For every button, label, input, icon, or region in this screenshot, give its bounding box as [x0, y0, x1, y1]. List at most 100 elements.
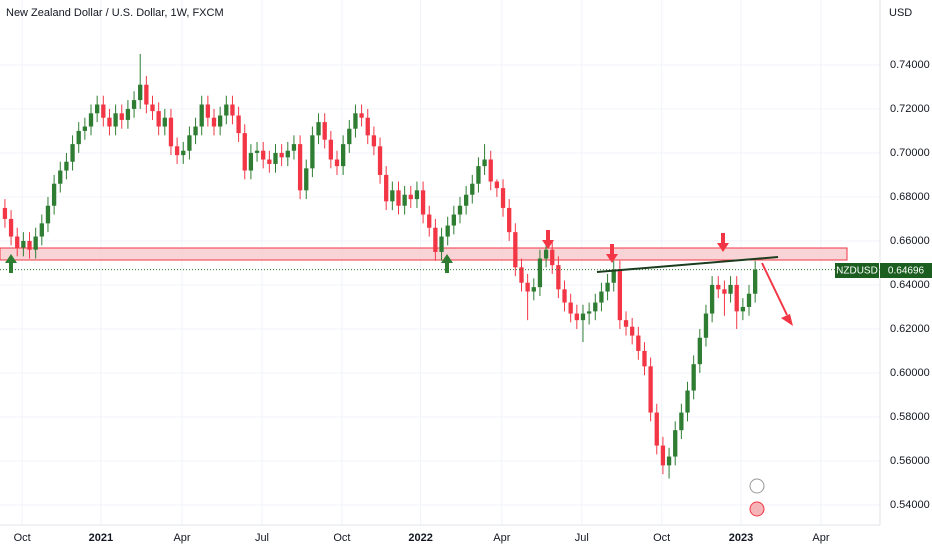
candle-body: [648, 366, 653, 413]
candle-body: [427, 214, 432, 228]
event-icons: [749, 478, 765, 517]
candle-body: [64, 161, 69, 171]
candles: [0, 53, 880, 479]
candle-body: [574, 313, 579, 321]
candle-body: [51, 183, 57, 206]
up-arrow: [441, 254, 453, 273]
candle-body: [199, 104, 204, 127]
candle-body: [162, 117, 167, 127]
candle-body: [556, 265, 561, 290]
candle-body: [722, 289, 727, 294]
projection-head: [781, 314, 793, 326]
candle-body: [550, 249, 555, 266]
y-tick-label: 0.60000: [890, 367, 930, 379]
candle-body: [101, 104, 106, 118]
candle-body: [267, 159, 272, 164]
candle-body: [716, 284, 721, 290]
event-icon: [749, 501, 765, 517]
candle-body: [531, 287, 536, 292]
event-icon: [749, 478, 765, 494]
candle-body: [15, 236, 20, 248]
candle-body: [107, 117, 112, 127]
candle-body: [242, 133, 247, 171]
candle-body: [753, 269, 758, 294]
candle-body: [673, 430, 678, 457]
candle-body: [420, 190, 426, 215]
x-tick-label: Apr: [812, 532, 829, 544]
down-arrow: [717, 233, 729, 252]
candle-body: [617, 269, 623, 321]
candle-body: [463, 194, 469, 206]
candle-body: [261, 150, 266, 160]
candle-body: [500, 188, 506, 208]
candle-body: [218, 115, 223, 127]
y-tick-label: 0.62000: [890, 323, 930, 335]
candle-body: [297, 144, 303, 191]
candle-body: [119, 113, 124, 120]
candle-body: [322, 122, 327, 140]
y-axis-label: USD: [889, 7, 912, 19]
candle-body: [45, 205, 51, 224]
ticks: 0.54000 0.56000 0.58000 0.60000 0.62000 0.640…: [14, 59, 930, 544]
y-tick-label: 0.54000: [890, 499, 930, 511]
candle-body: [476, 166, 481, 184]
candle-body: [525, 282, 530, 292]
candle-body: [316, 122, 321, 136]
y-tick-label: 0.66000: [890, 235, 930, 247]
candle-body: [328, 139, 333, 160]
candle-body: [697, 337, 702, 365]
candle-body: [138, 84, 143, 101]
candle-body: [291, 144, 297, 151]
candle-body: [248, 152, 254, 171]
x-tick-label: Oct: [333, 532, 350, 544]
candle-body: [82, 126, 88, 131]
candle-body: [156, 111, 161, 127]
candle-body: [365, 117, 370, 136]
candle-body: [211, 117, 217, 127]
candle-body: [39, 223, 44, 237]
candle-body: [273, 152, 278, 164]
candle-body: [580, 313, 586, 321]
y-tick-label: 0.56000: [890, 455, 930, 467]
candle-body: [445, 225, 450, 237]
candle-body: [654, 412, 659, 446]
x-tick-label: Apr: [493, 532, 510, 544]
resistance-arrows: [542, 230, 729, 263]
candle-body: [543, 249, 549, 259]
y-tick-label: 0.68000: [890, 191, 930, 203]
candle-body: [304, 168, 309, 191]
candle-body: [746, 293, 752, 307]
candle-body: [384, 174, 389, 202]
candle-body: [568, 302, 573, 314]
candle-body: [451, 214, 456, 226]
candle-body: [187, 135, 192, 151]
symbol-tag: [835, 263, 879, 278]
candle-body: [734, 284, 739, 312]
candle-body: [691, 364, 696, 391]
y-tick-label: 0.58000: [890, 411, 930, 423]
up-arrow: [5, 254, 17, 273]
candle-body: [402, 194, 407, 206]
candle-body: [33, 236, 38, 250]
candle-body: [150, 104, 155, 112]
candle-body: [353, 113, 358, 129]
candle-body: [285, 150, 290, 158]
candle-body: [519, 267, 524, 283]
y-tick-label: 0.74000: [890, 59, 930, 71]
x-tick-label: Jul: [575, 532, 589, 544]
candle-body: [685, 390, 690, 413]
candle-body: [76, 130, 81, 145]
support-arrows: [5, 254, 453, 273]
candle-body: [593, 302, 598, 312]
x-tick-label: Oct: [14, 532, 31, 544]
candle-body: [470, 183, 475, 195]
candle-body: [408, 194, 413, 200]
candle-body: [236, 115, 241, 134]
candle-body: [224, 104, 229, 116]
candle-body: [660, 445, 666, 466]
candle-body: [279, 152, 284, 158]
candle-body: [377, 146, 383, 175]
y-tick-label: 0.64000: [890, 279, 930, 291]
candle-body: [205, 104, 211, 118]
candle-body: [623, 320, 629, 327]
